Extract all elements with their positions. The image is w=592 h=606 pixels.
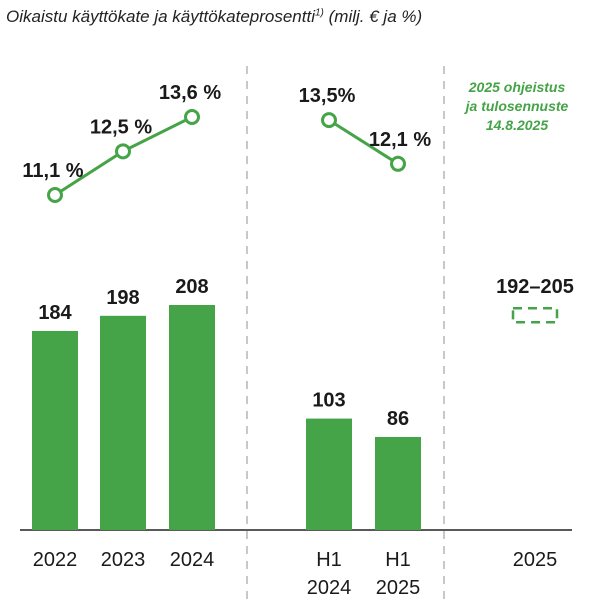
- line-value-label: 12,5 %: [90, 116, 152, 138]
- line-value-label: 12,1 %: [369, 129, 431, 151]
- chart-title-text: Oikaistu käyttökate ja käyttökateprosent…: [6, 7, 315, 26]
- x-tick-label: 2025: [376, 577, 421, 599]
- bar: [100, 315, 146, 530]
- bar-value-label: 208: [175, 276, 208, 298]
- line-value-label: 11,1 %: [22, 160, 83, 182]
- bar: [32, 330, 78, 530]
- line-value-label: 13,6 %: [159, 82, 221, 104]
- guidance-note: 2025 ohjeistus: [468, 79, 566, 95]
- chart-title: Oikaistu käyttökate ja käyttökateprosent…: [6, 7, 422, 27]
- x-tick-label: 2024: [307, 577, 352, 599]
- chart-title-footnote-mark: 1): [315, 7, 324, 19]
- guidance-range-label: 192–205: [496, 276, 574, 298]
- bar-value-label: 184: [38, 302, 72, 324]
- x-tick-label: 2024: [170, 549, 215, 571]
- bar-value-label: 103: [312, 390, 345, 412]
- bar-value-label: 198: [106, 287, 139, 309]
- bar-value-label: 86: [387, 408, 409, 430]
- x-tick-label: 2025: [513, 549, 558, 571]
- bar: [306, 418, 352, 530]
- bar: [375, 436, 421, 530]
- chart-title-unit: (milj. € ja %): [328, 7, 423, 26]
- bar: [169, 305, 215, 530]
- line-point: [321, 112, 337, 129]
- guidance-range-box: [511, 306, 559, 324]
- guidance-note: ja tulosennuste: [464, 98, 569, 114]
- x-tick-label: H1: [316, 549, 342, 571]
- line-point: [390, 155, 406, 172]
- guidance-note: 14.8.2025: [486, 117, 548, 133]
- x-tick-label: 2023: [101, 549, 146, 571]
- line-value-label: 13,5%: [299, 85, 356, 107]
- line-point: [184, 109, 200, 125]
- line-point: [47, 187, 63, 203]
- margin-line: [328, 118, 399, 166]
- x-tick-label: H1: [385, 549, 411, 571]
- x-tick-label: 2022: [33, 549, 78, 571]
- line-point: [115, 143, 131, 160]
